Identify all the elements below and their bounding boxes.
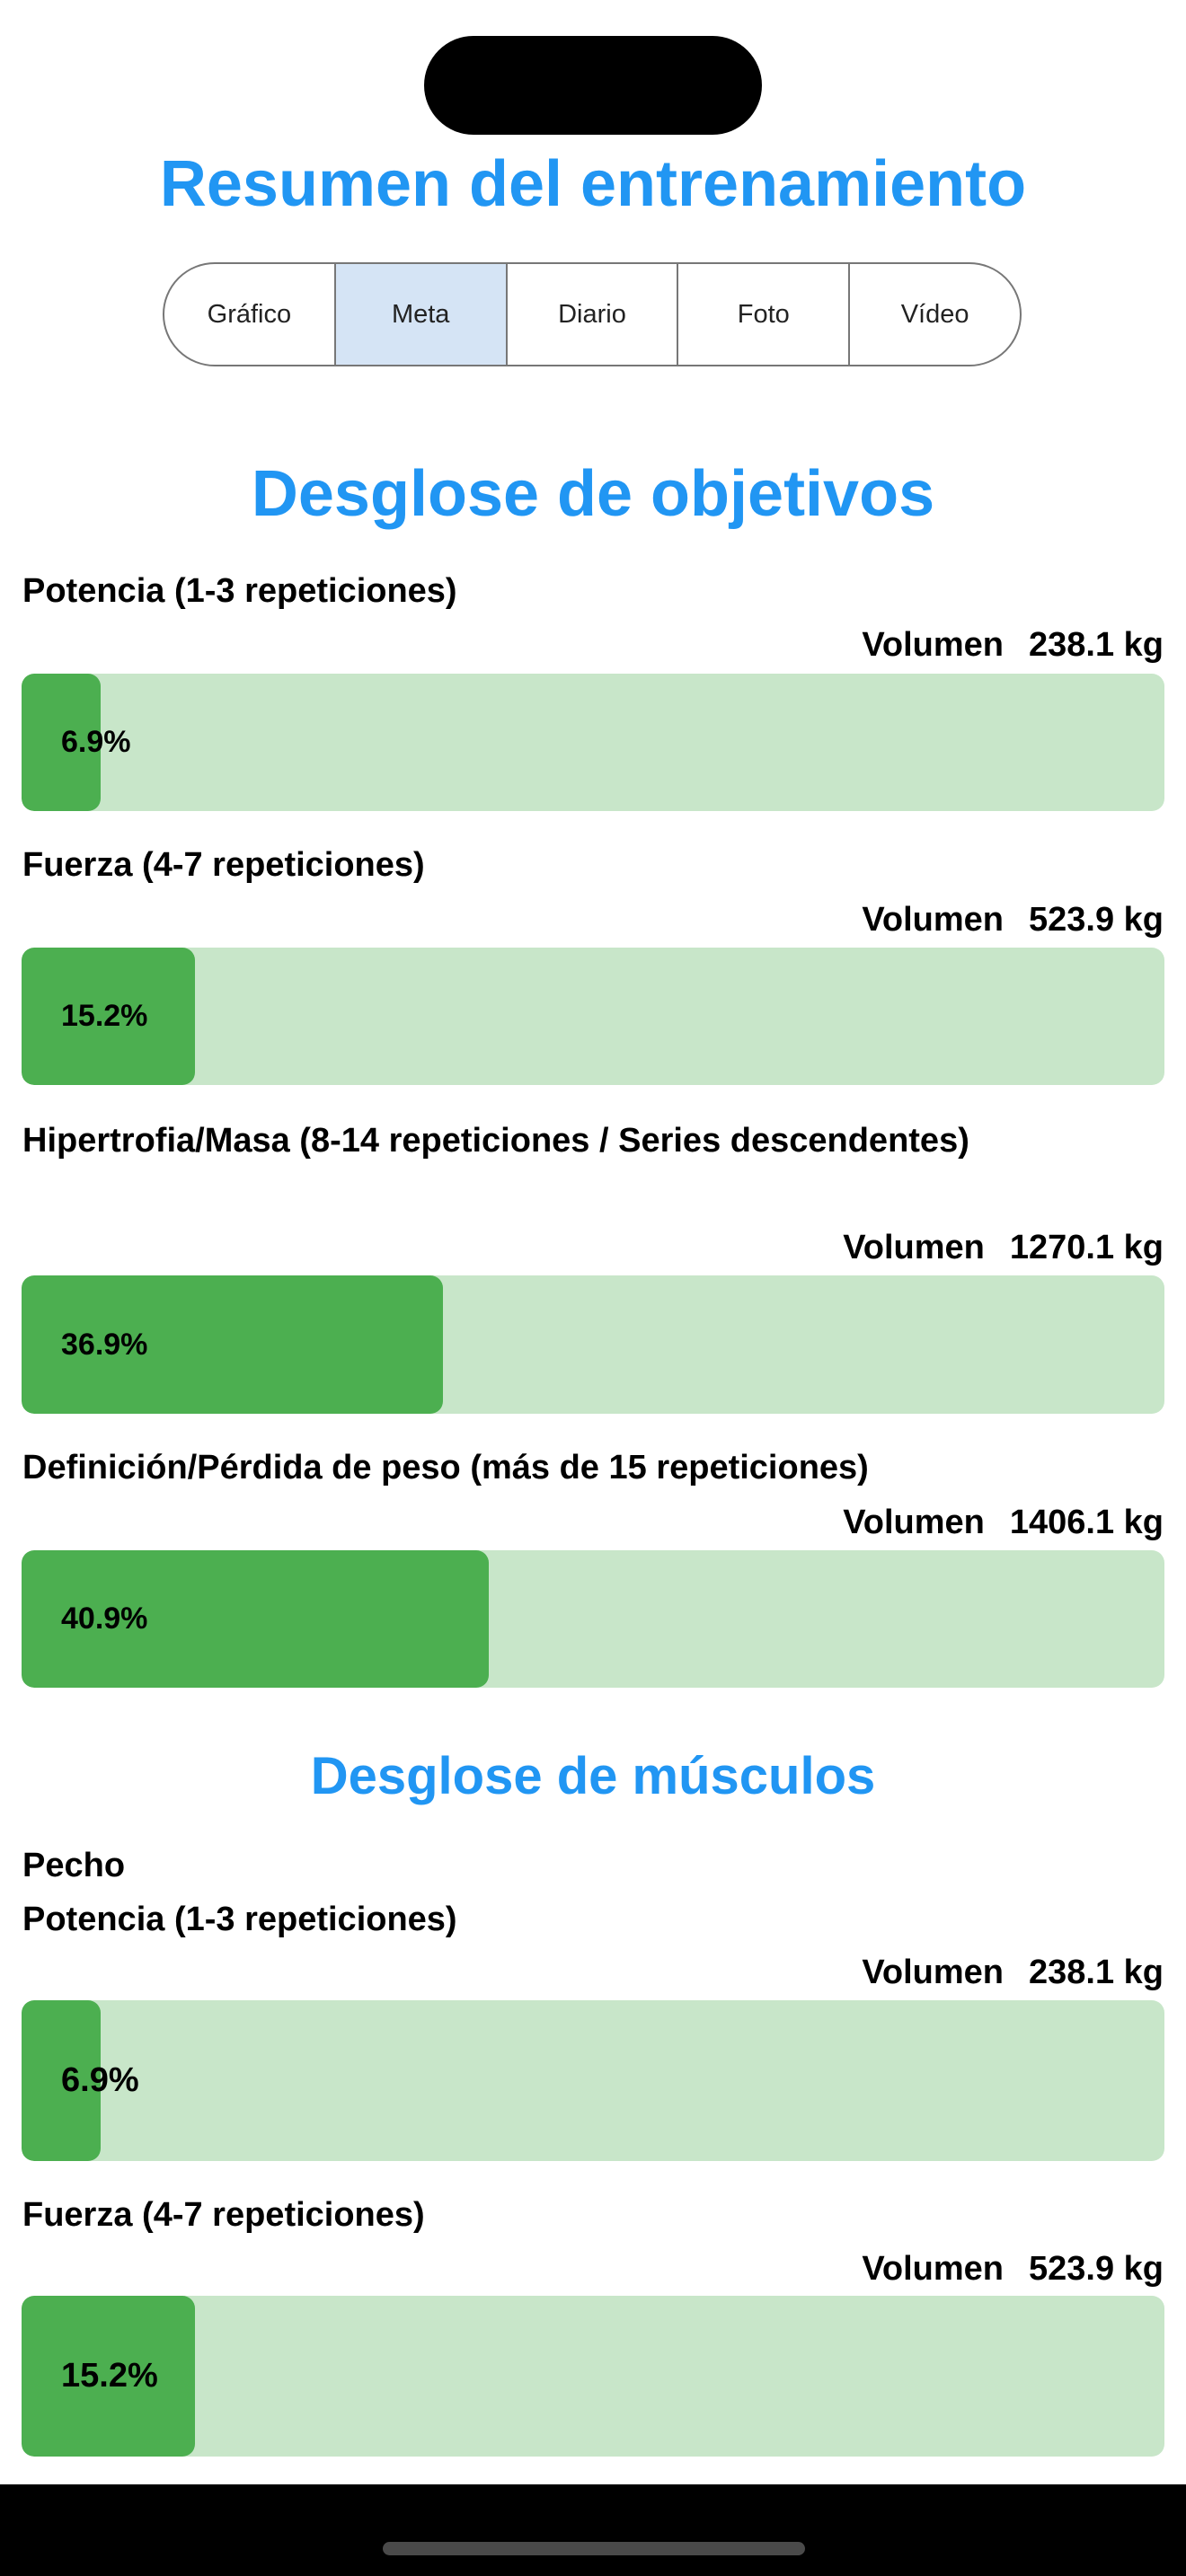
- goal-progress-bar: 40.9%: [22, 1550, 1164, 1688]
- goals-section-title: Desglose de objetivos: [251, 458, 935, 530]
- muscle-progress-bar: 6.9%: [22, 2000, 1164, 2161]
- muscle-goal-label: Potencia (1-3 repeticiones): [22, 1901, 457, 1938]
- goal-volume: Volumen 238.1 kg: [862, 618, 1164, 672]
- tab-foto[interactable]: Foto: [677, 264, 848, 365]
- volume-label: Volumen: [862, 626, 1004, 664]
- progress-fill: [22, 674, 101, 811]
- segmented-control: Gráfico Meta Diario Foto Vídeo: [163, 262, 1022, 366]
- progress-fill: [22, 948, 196, 1085]
- goal-volume: Volumen 1406.1 kg: [843, 1495, 1164, 1549]
- volume-value: 238.1 kg: [1029, 1954, 1164, 1991]
- goal-label: Definición/Pérdida de peso (más de 15 re…: [22, 1449, 869, 1486]
- progress-percent: 15.2%: [61, 999, 148, 1033]
- page-title: Resumen del entrenamiento: [159, 148, 1027, 220]
- muscle-goal-volume: Volumen 238.1 kg: [862, 1945, 1164, 1999]
- tab-meta[interactable]: Meta: [333, 264, 506, 365]
- tab-video[interactable]: Vídeo: [848, 264, 1020, 365]
- goal-label: Potencia (1-3 repeticiones): [22, 572, 457, 610]
- progress-fill: [22, 2000, 101, 2161]
- tab-diario[interactable]: Diario: [505, 264, 677, 365]
- dynamic-island: [424, 36, 762, 135]
- goal-label: Hipertrofia/Masa (8-14 repeticiones / Se…: [22, 1122, 969, 1160]
- progress-percent: 6.9%: [61, 725, 131, 759]
- home-indicator[interactable]: [383, 2542, 805, 2555]
- progress-percent: 36.9%: [61, 1327, 148, 1362]
- volume-value: 523.9 kg: [1029, 901, 1164, 939]
- goal-volume: Volumen 1270.1 kg: [843, 1221, 1164, 1275]
- tab-grafico[interactable]: Gráfico: [207, 299, 292, 329]
- volume-label: Volumen: [862, 901, 1004, 939]
- volume-value: 238.1 kg: [1029, 626, 1164, 664]
- volume-label: Volumen: [862, 1954, 1004, 1991]
- volume-label: Volumen: [843, 1504, 985, 1541]
- bottom-bar: [0, 2484, 1186, 2576]
- muscle-group-label: Pecho: [22, 1847, 126, 1884]
- volume-value: 1270.1 kg: [1009, 1229, 1164, 1266]
- goal-volume: Volumen 523.9 kg: [862, 893, 1164, 947]
- goal-progress-bar: 15.2%: [22, 948, 1164, 1085]
- goal-progress-bar: 36.9%: [22, 1275, 1164, 1414]
- volume-value: 1406.1 kg: [1009, 1504, 1164, 1541]
- muscle-goal-label: Fuerza (4-7 repeticiones): [22, 2196, 425, 2234]
- volume-label: Volumen: [843, 1229, 985, 1266]
- progress-percent: 6.9%: [61, 2061, 139, 2099]
- muscle-progress-bar: 15.2%: [22, 2296, 1164, 2457]
- volume-value: 523.9 kg: [1029, 2250, 1164, 2288]
- progress-percent: 15.2%: [61, 2357, 158, 2395]
- progress-fill: [22, 2296, 196, 2457]
- progress-fill: [22, 1275, 444, 1414]
- muscles-section-title: Desglose de músculos: [310, 1747, 876, 1805]
- goal-label: Fuerza (4-7 repeticiones): [22, 846, 425, 884]
- goal-progress-bar: 6.9%: [22, 674, 1164, 811]
- muscle-goal-volume: Volumen 523.9 kg: [862, 2242, 1164, 2296]
- progress-percent: 40.9%: [61, 1601, 148, 1636]
- volume-label: Volumen: [862, 2250, 1004, 2288]
- progress-fill: [22, 1550, 490, 1688]
